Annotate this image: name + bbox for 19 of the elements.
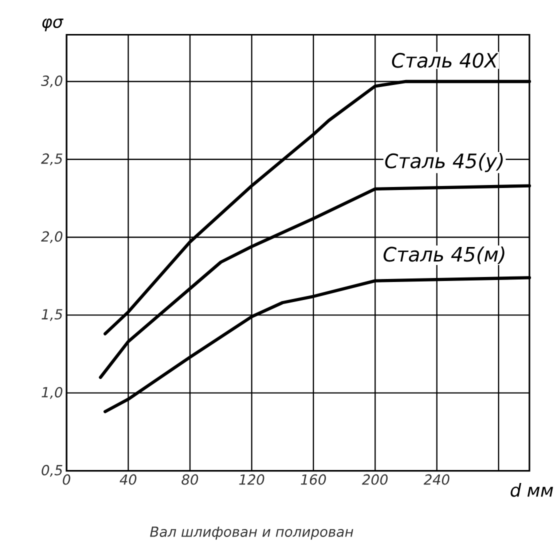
y-tick-label: 1,5 <box>42 309 62 321</box>
x-tick-label: 240 <box>424 474 450 485</box>
x-tick-label: 120 <box>239 474 264 485</box>
x-tick-label: 80 <box>182 474 198 485</box>
x-axis-title: d мм <box>510 483 554 497</box>
x-tick-label: 0 <box>62 474 70 485</box>
x-tick-label: 160 <box>300 474 326 485</box>
y-tick-label: 2,5 <box>41 153 62 166</box>
series-label: Сталь 40Х <box>392 52 498 68</box>
x-tick-label: 200 <box>362 474 388 485</box>
y-tick-label: 2,0 <box>41 231 62 244</box>
text: Вал шлифован и полирован <box>150 526 354 540</box>
y-tick-label: 0,5 <box>42 464 62 477</box>
series-label: Сталь 45(у) <box>385 153 503 172</box>
y-tick-label: 1,0 <box>42 387 62 399</box>
y-axis-title: φσ <box>42 18 64 32</box>
y-tick-label: 3,0 <box>41 76 62 88</box>
series-label: Сталь 45(м) <box>384 246 504 264</box>
x-tick-label: 40 <box>120 474 136 485</box>
